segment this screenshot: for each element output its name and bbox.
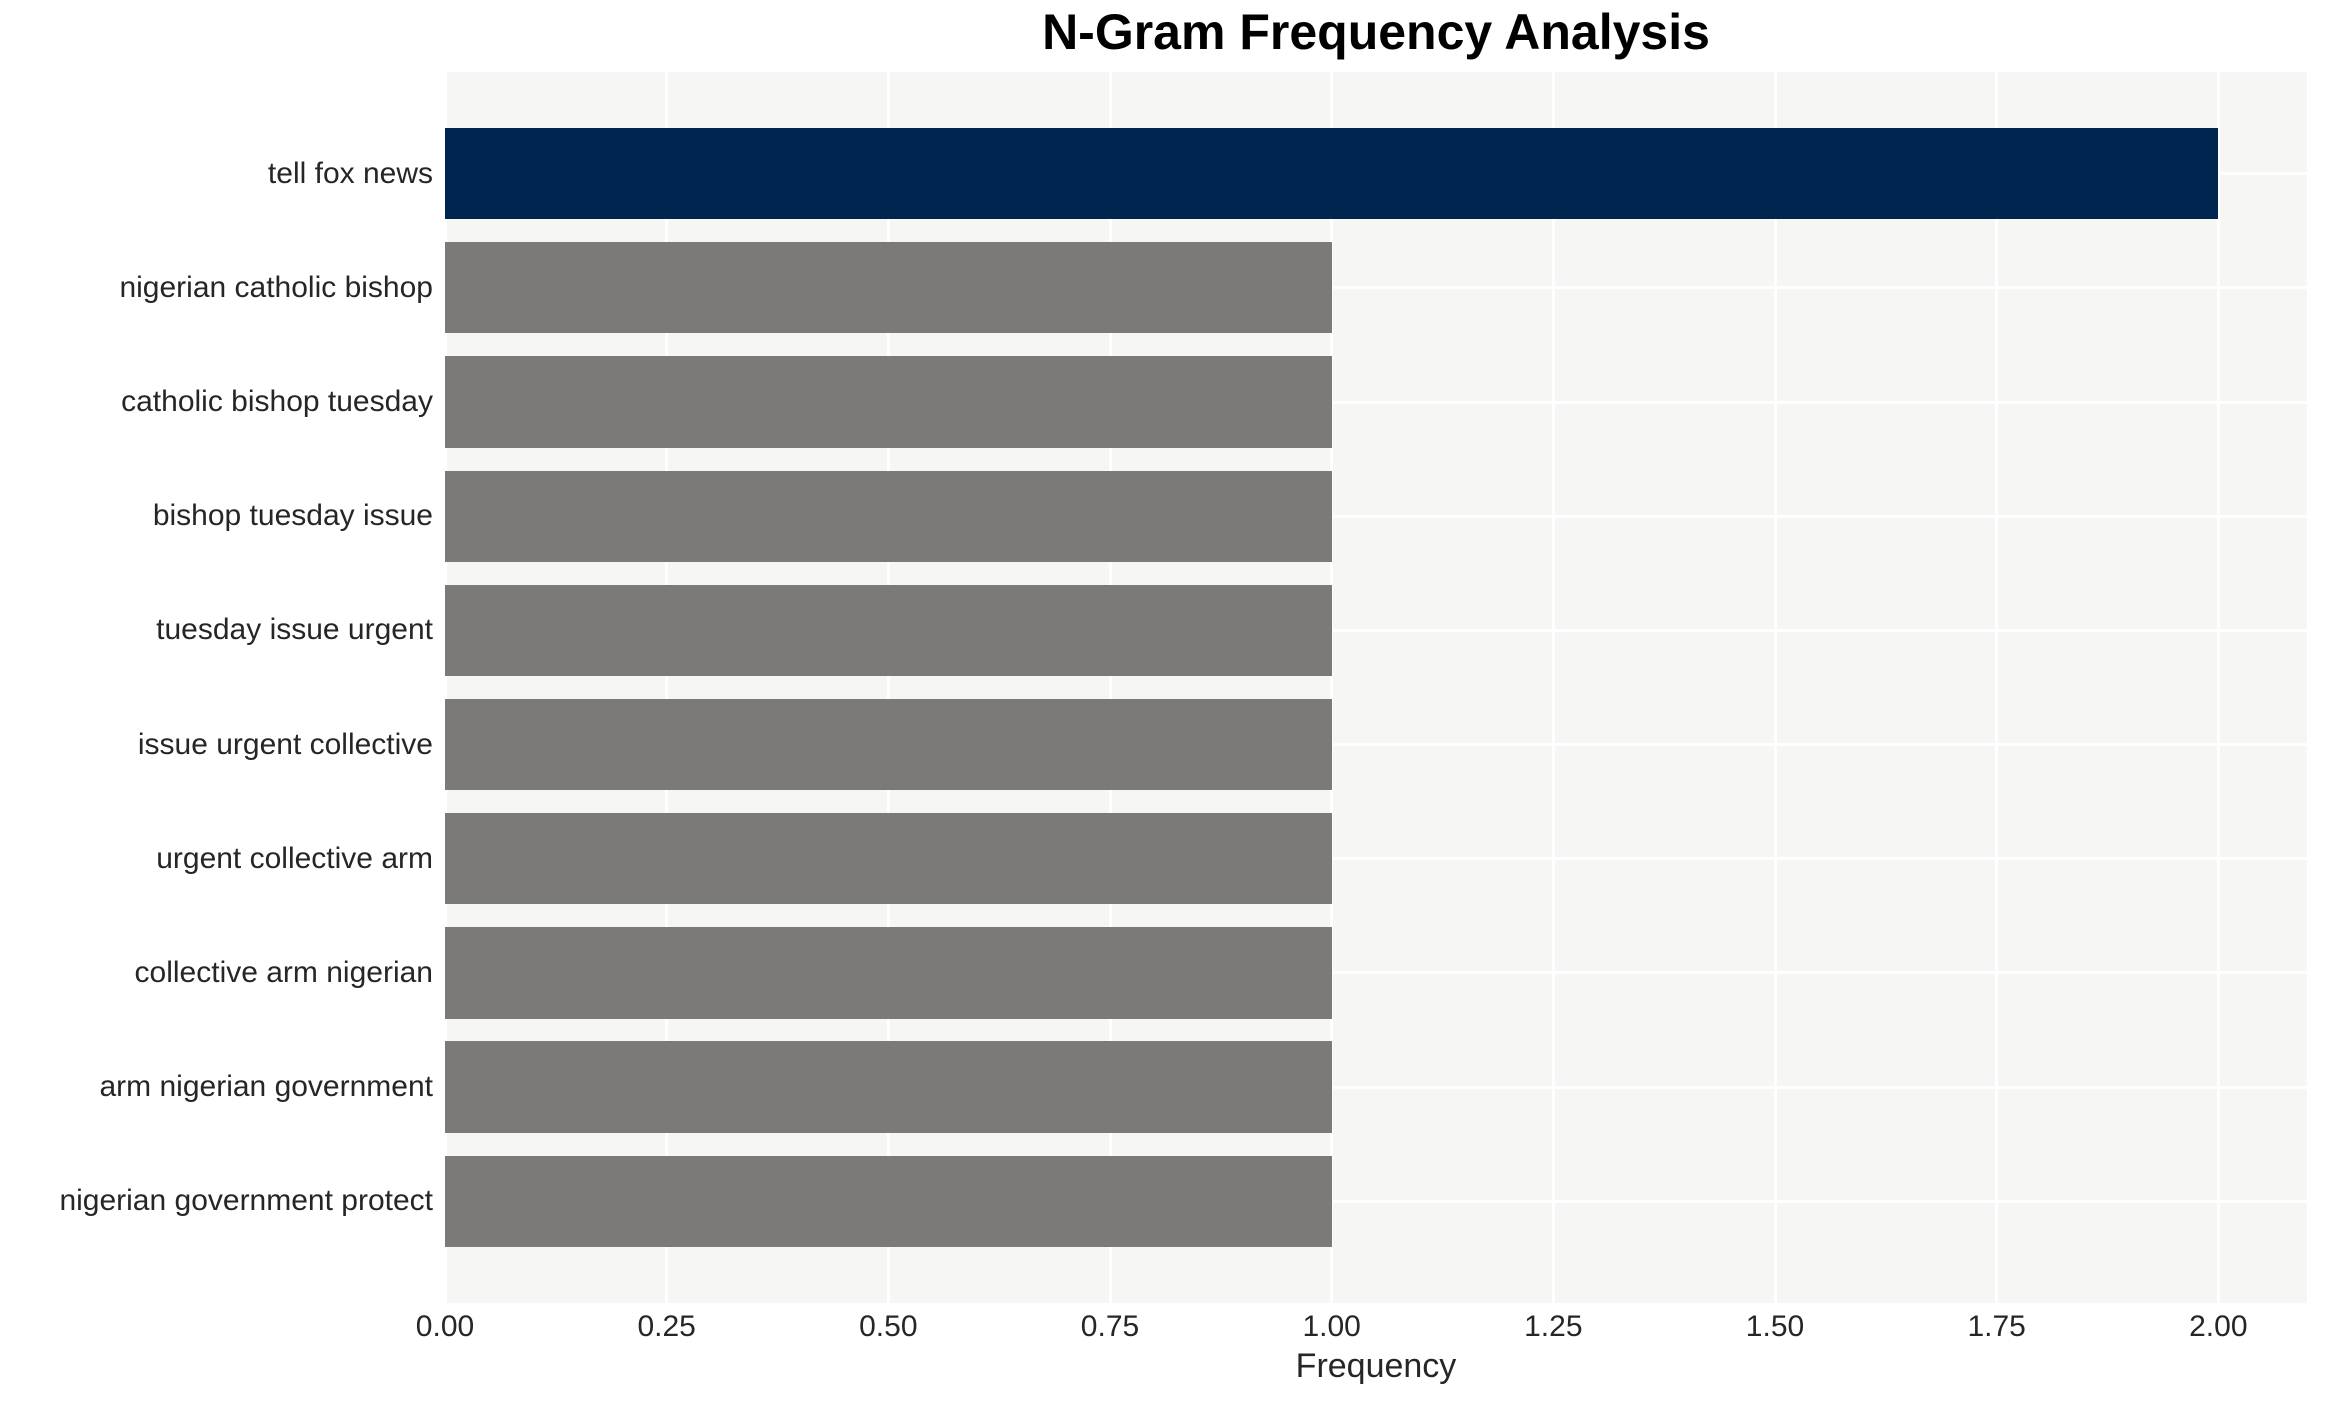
x-tick-label: 0.00	[415, 1310, 475, 1343]
bar-bishop-tuesday-issue	[445, 470, 1332, 562]
y-tick-label: bishop tuesday issue	[152, 499, 433, 533]
bar-arm-nigerian-government	[445, 1041, 1332, 1133]
bar-tell-fox-news	[445, 127, 2219, 220]
y-tick-label: nigerian catholic bishop	[119, 270, 433, 304]
y-tick-label: issue urgent collective	[137, 727, 433, 761]
gridline-vertical	[2216, 72, 2220, 1303]
y-tick-label: urgent collective arm	[156, 841, 433, 875]
gridline-horizontal	[445, 286, 2307, 290]
gridline-horizontal	[445, 971, 2307, 975]
plot-area	[443, 72, 2307, 1303]
gridline-horizontal	[445, 628, 2307, 632]
gridline-horizontal	[445, 743, 2307, 747]
gridline-horizontal	[445, 857, 2307, 861]
bar-nigerian-government-protect	[445, 1155, 1332, 1248]
bar-collective-arm-nigerian	[445, 927, 1332, 1019]
bar-tuesday-issue-urgent	[445, 584, 1332, 677]
gridline-vertical	[665, 72, 669, 1303]
gridline-vertical	[1995, 72, 1999, 1303]
x-tick-label: 0.75	[1080, 1310, 1140, 1343]
x-tick-label: 0.50	[859, 1310, 918, 1343]
bar-issue-urgent-collective	[445, 698, 1332, 791]
x-tick-label: 1.50	[1745, 1310, 1805, 1343]
x-tick-label: 2.00	[2189, 1310, 2248, 1343]
y-tick-label: nigerian government protect	[59, 1184, 433, 1218]
gridline-horizontal	[445, 1085, 2307, 1089]
gridline-vertical	[1330, 72, 1334, 1303]
bar-nigerian-catholic-bishop	[445, 242, 1332, 334]
x-tick-label: 0.25	[637, 1310, 696, 1343]
x-axis-title: Frequency	[1295, 1347, 1457, 1385]
gridline-vertical	[1551, 72, 1555, 1303]
chart-title: N-Gram Frequency Analysis	[1042, 4, 1710, 60]
bar-urgent-collective-arm	[445, 813, 1332, 905]
bar-catholic-bishop-tuesday	[445, 356, 1332, 448]
gridline-vertical	[443, 72, 447, 1303]
gridline-vertical	[1773, 72, 1777, 1303]
x-tick-label: 1.00	[1302, 1310, 1361, 1343]
y-tick-label: arm nigerian government	[99, 1070, 433, 1104]
x-tick-label: 1.75	[1967, 1310, 2026, 1343]
gridline-vertical	[886, 72, 890, 1303]
y-tick-label: tuesday issue urgent	[156, 613, 433, 647]
gridline-vertical	[1108, 72, 1112, 1303]
y-tick-label: tell fox news	[267, 156, 433, 190]
y-tick-label: catholic bishop tuesday	[121, 385, 433, 419]
gridline-horizontal	[445, 400, 2307, 404]
x-tick-label: 1.25	[1524, 1310, 1583, 1343]
gridline-horizontal	[445, 1199, 2307, 1203]
y-tick-label: collective arm nigerian	[134, 955, 433, 989]
gridline-horizontal	[445, 514, 2307, 518]
